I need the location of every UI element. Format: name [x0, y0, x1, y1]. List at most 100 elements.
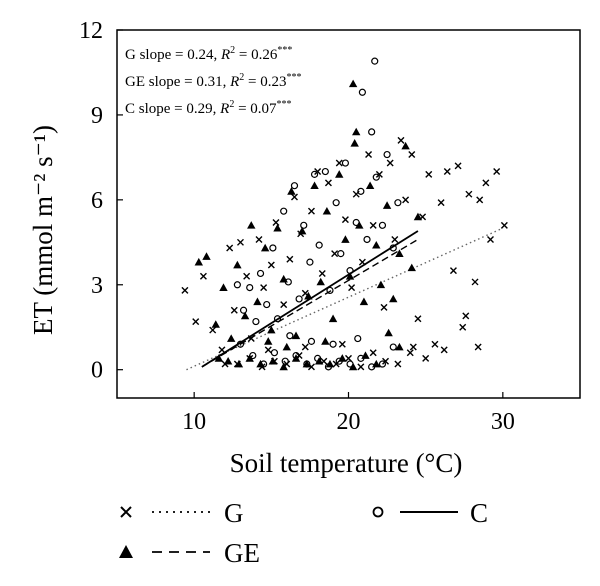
legend-label: GE: [224, 538, 260, 568]
point-c: [326, 286, 334, 295]
point-c: [394, 199, 402, 207]
y-tick-label: 0: [91, 358, 103, 384]
point-g: [255, 235, 263, 243]
point-c: [329, 340, 337, 348]
point-g: [331, 250, 339, 258]
point-ge: [240, 311, 250, 320]
point-g: [267, 261, 275, 269]
point-g: [402, 196, 410, 204]
point-ge: [401, 141, 410, 150]
point-c: [314, 354, 322, 362]
point-g: [264, 346, 272, 354]
point-ge: [282, 342, 291, 351]
point-ge: [407, 263, 416, 272]
trend-line-ge: [201, 238, 419, 368]
point-ge: [348, 79, 358, 88]
trend-lines: [186, 227, 504, 371]
point-ge: [338, 354, 347, 362]
y-tick-label: 12: [79, 18, 103, 44]
point-g: [486, 235, 494, 243]
point-c: [378, 221, 387, 229]
point-ge: [413, 212, 423, 221]
point-c: [281, 357, 289, 365]
slope-annotation: G slope = 0.24, R2 = 0.26***: [125, 45, 292, 63]
point-ge: [253, 297, 262, 306]
point-g: [431, 340, 439, 348]
y-tick-label: 3: [91, 273, 103, 299]
point-c: [307, 337, 316, 345]
point-ge: [202, 252, 211, 260]
point-c: [273, 315, 282, 323]
point-ge: [227, 334, 236, 342]
x-tick-label: 30: [491, 409, 515, 435]
point-g: [345, 354, 352, 362]
legend-item-ge: GE: [119, 538, 260, 568]
point-c: [324, 363, 333, 371]
point-g: [380, 303, 388, 311]
point-ge: [382, 201, 392, 209]
point-g: [382, 357, 390, 365]
point-g: [440, 346, 448, 354]
axis-ticks: 10 20 30 0 3 6 9 12: [79, 18, 515, 435]
point-ge: [395, 342, 404, 351]
point-ge: [350, 139, 359, 147]
point-g: [181, 286, 189, 294]
point-g: [493, 168, 501, 176]
point-c: [246, 284, 254, 292]
point-c: [321, 167, 329, 176]
legend-label: G: [224, 498, 244, 528]
point-c: [354, 334, 362, 343]
point-c: [357, 187, 365, 195]
point-ge: [233, 260, 242, 269]
legend-marker-circle: [372, 506, 384, 518]
point-g: [335, 159, 343, 167]
point-ge: [389, 294, 398, 303]
point-g: [375, 170, 383, 178]
point-ge: [268, 357, 278, 365]
point-g: [369, 349, 377, 357]
point-g: [348, 284, 356, 292]
point-ge: [234, 359, 244, 368]
point-c: [368, 128, 376, 136]
point-ge: [298, 226, 307, 235]
point-g: [332, 360, 340, 368]
point-c: [389, 343, 397, 351]
point-c: [358, 88, 366, 96]
point-ge: [348, 362, 358, 371]
legend: G GE C: [119, 498, 488, 568]
point-c: [263, 300, 271, 309]
point-c: [383, 150, 391, 159]
point-g: [318, 269, 326, 277]
point-g: [471, 278, 479, 286]
point-ge: [316, 277, 325, 286]
point-c: [335, 357, 343, 365]
point-g: [236, 238, 244, 246]
point-c: [249, 351, 257, 360]
point-g: [260, 284, 268, 292]
point-ge: [287, 187, 296, 195]
point-g: [391, 235, 399, 243]
legend-marker-triangle: [119, 545, 133, 558]
point-c: [270, 349, 279, 357]
point-g: [408, 151, 416, 159]
legend-marker-x: [120, 506, 132, 518]
point-c: [378, 360, 387, 368]
point-ge: [219, 283, 228, 291]
point-g: [449, 267, 457, 275]
point-g: [209, 326, 217, 334]
x-tick-label: 20: [337, 409, 361, 435]
point-g: [307, 207, 315, 215]
point-c: [303, 360, 311, 368]
point-c: [341, 159, 350, 167]
point-c: [332, 199, 340, 207]
point-ge: [335, 170, 344, 178]
data-points: [181, 57, 508, 371]
point-g: [192, 318, 200, 326]
point-c: [239, 306, 248, 314]
point-ge: [384, 328, 393, 337]
point-g: [459, 323, 467, 331]
point-c: [290, 182, 299, 190]
point-g: [397, 136, 405, 144]
point-ge: [328, 314, 338, 323]
